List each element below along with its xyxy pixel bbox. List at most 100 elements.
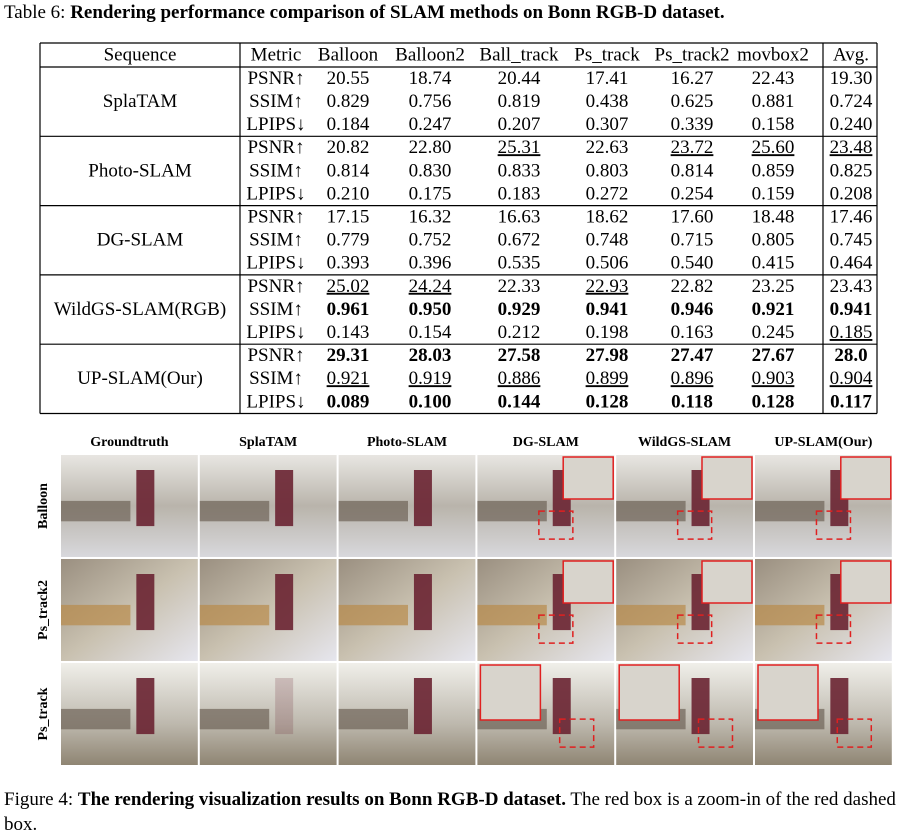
column-header: Metric [251,44,302,65]
value-cell: 22.80 [409,137,452,158]
figure-column-label: Photo-SLAM [367,435,447,450]
metric-name: PSNR↑ [247,345,304,366]
zoom-box [757,664,819,721]
value-cell: 0.748 [586,230,629,251]
column-header: Avg. [833,44,869,65]
desk [61,500,131,522]
value-cell: 22.63 [586,137,629,158]
dashed-box [697,718,734,748]
person [413,574,432,631]
value-cell: 27.67 [752,345,795,366]
value-cell: 0.896 [671,368,714,389]
desk [61,604,131,626]
dashed-box [836,718,873,748]
desk [199,500,270,522]
value-cell: 0.814 [327,160,370,181]
value-cell: 18.62 [586,207,629,228]
zoom-box [701,560,753,604]
person [691,678,710,735]
figure-column-label: DG-SLAM [513,435,579,450]
value-cell: 0.904 [830,368,873,389]
zoom-box [701,456,753,500]
metric-name: PSNR↑ [247,276,304,297]
person [552,678,571,735]
value-cell: 0.154 [409,322,452,343]
value-cell: 0.175 [409,183,452,204]
metric-name: PSNR↑ [247,68,304,89]
value-cell: 0.814 [671,160,714,181]
value-cell: 0.415 [752,253,795,274]
person [136,678,155,735]
value-cell: 25.31 [498,137,541,158]
desk [616,604,686,626]
figure-row-label: Ps_track [36,687,51,740]
value-cell: 0.396 [409,253,452,274]
value-cell: 0.210 [327,183,370,204]
metric-name: LPIPS↓ [246,253,305,274]
value-cell: 0.393 [327,253,370,274]
person [136,470,155,527]
value-cell: 0.247 [409,114,452,135]
zoom-box [562,456,614,500]
value-cell: 0.829 [327,91,370,112]
column-header: Sequence [104,44,177,65]
person [413,470,432,527]
value-cell: 0.625 [671,91,714,112]
value-cell: 19.30 [830,68,873,89]
dashed-box [676,614,713,644]
value-cell: 27.47 [671,345,714,366]
person [275,574,294,631]
value-cell: 22.33 [498,276,541,297]
desk [616,500,686,522]
caption-bold: The rendering visualization results on B… [77,789,566,810]
desk [477,604,547,626]
value-cell: 0.921 [327,368,370,389]
desk [199,708,270,730]
dashed-box [538,510,574,540]
metric-name: SSIM↑ [249,91,303,112]
person [275,678,294,735]
person [413,678,432,735]
column-header: Balloon2 [395,44,465,65]
value-cell: 23.72 [671,137,714,158]
value-cell: 0.089 [327,391,370,412]
caption-text: The red box is a zoom-in of the red dash… [4,789,896,835]
value-cell: 0.464 [830,253,873,274]
value-cell: 0.756 [409,91,452,112]
value-cell: 16.32 [409,207,452,228]
value-cell: 29.31 [327,345,370,366]
value-cell: 0.208 [830,183,873,204]
value-cell: 0.254 [671,183,714,204]
value-cell: 0.946 [671,299,714,320]
zoom-box [840,456,892,500]
value-cell: 0.745 [830,230,873,251]
value-cell: 23.25 [752,276,795,297]
value-cell: 0.118 [671,391,713,412]
value-cell: 0.859 [752,160,795,181]
metric-name: LPIPS↓ [246,183,305,204]
value-cell: 0.240 [830,114,873,135]
value-cell: 0.163 [671,322,714,343]
figure-row-label: Ps_track2 [36,580,51,640]
value-cell: 0.117 [830,391,872,412]
value-cell: 0.128 [586,391,629,412]
person [275,470,294,527]
value-cell: 0.715 [671,230,714,251]
figure-caption: Figure 4: The rendering visualization re… [4,787,904,837]
value-cell: 17.46 [830,207,873,228]
value-cell: 27.58 [498,345,541,366]
method-name: SplaTAM [103,91,178,112]
value-cell: 0.438 [586,91,629,112]
value-cell: 0.941 [830,299,873,320]
metric-name: SSIM↑ [249,230,303,251]
desk [199,604,270,626]
value-cell: 22.93 [586,276,629,297]
method-name: UP-SLAM(Our) [77,368,203,389]
value-cell: 0.919 [409,368,452,389]
value-cell: 0.803 [586,160,629,181]
metric-name: PSNR↑ [247,207,304,228]
value-cell: 0.183 [498,183,541,204]
value-cell: 0.144 [498,391,541,412]
value-cell: 0.212 [498,322,541,343]
metric-name: LPIPS↓ [246,391,305,412]
